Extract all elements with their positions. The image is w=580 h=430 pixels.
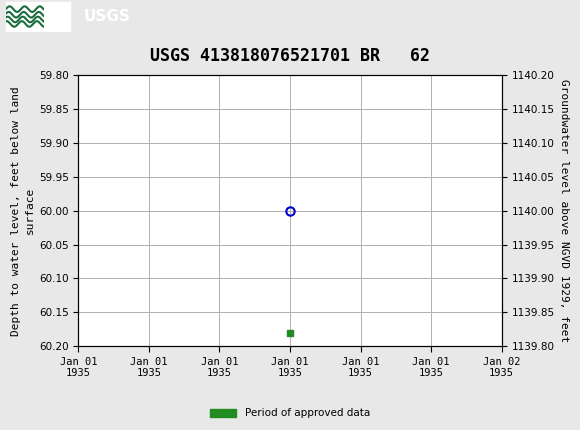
Bar: [6, 2, 70, 31]
Legend: Period of approved data: Period of approved data: [206, 404, 374, 423]
Text: USGS: USGS: [84, 9, 131, 24]
Y-axis label: Groundwater level above NGVD 1929, feet: Groundwater level above NGVD 1929, feet: [559, 79, 569, 342]
Y-axis label: Depth to water level, feet below land
surface: Depth to water level, feet below land su…: [10, 86, 35, 335]
Text: USGS 413818076521701 BR   62: USGS 413818076521701 BR 62: [150, 47, 430, 65]
